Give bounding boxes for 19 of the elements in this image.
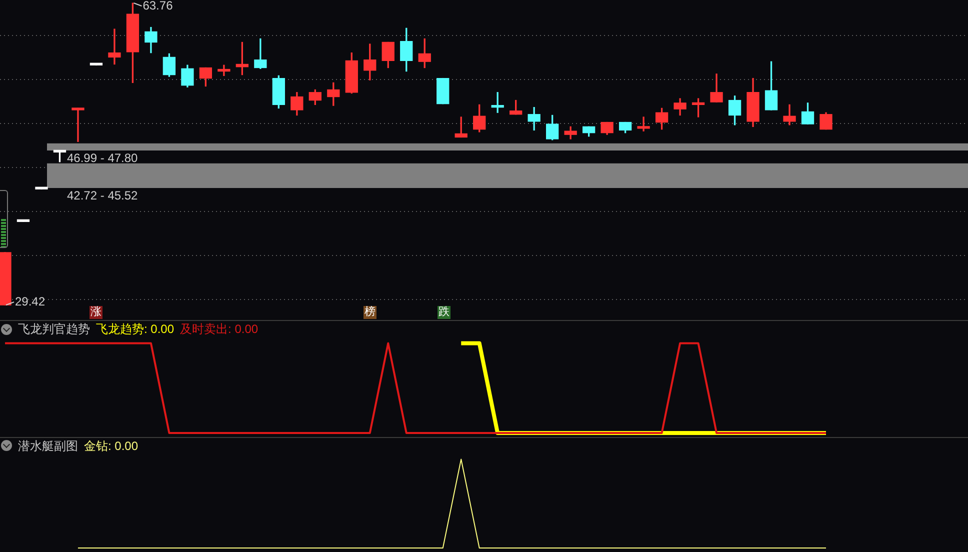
candlestick — [35, 186, 48, 190]
band-label: 46.99 - 47.80 — [67, 150, 138, 165]
candlestick — [637, 116, 650, 132]
candlestick — [16, 219, 30, 222]
text: 飞龙趋势: 0.00 — [96, 321, 174, 337]
band-label: 42.72 - 45.52 — [67, 188, 138, 202]
text: 金钻: 0.00 — [84, 438, 138, 454]
text: 及时卖出: 0.00 — [180, 321, 258, 337]
text: 涨 — [90, 306, 102, 319]
annotation: 63.76 — [142, 0, 174, 12]
candlestick — [564, 126, 577, 140]
annotation: 29.42 — [15, 294, 46, 308]
chart-title: 潜水艇副图 — [18, 438, 78, 454]
candlestick — [436, 78, 450, 104]
text: 榜 — [364, 306, 376, 319]
text: 跌 — [438, 306, 450, 319]
candlestick — [72, 108, 84, 142]
chart-title: 飞龙判官趋势 — [18, 321, 90, 337]
candlestick — [90, 62, 103, 66]
